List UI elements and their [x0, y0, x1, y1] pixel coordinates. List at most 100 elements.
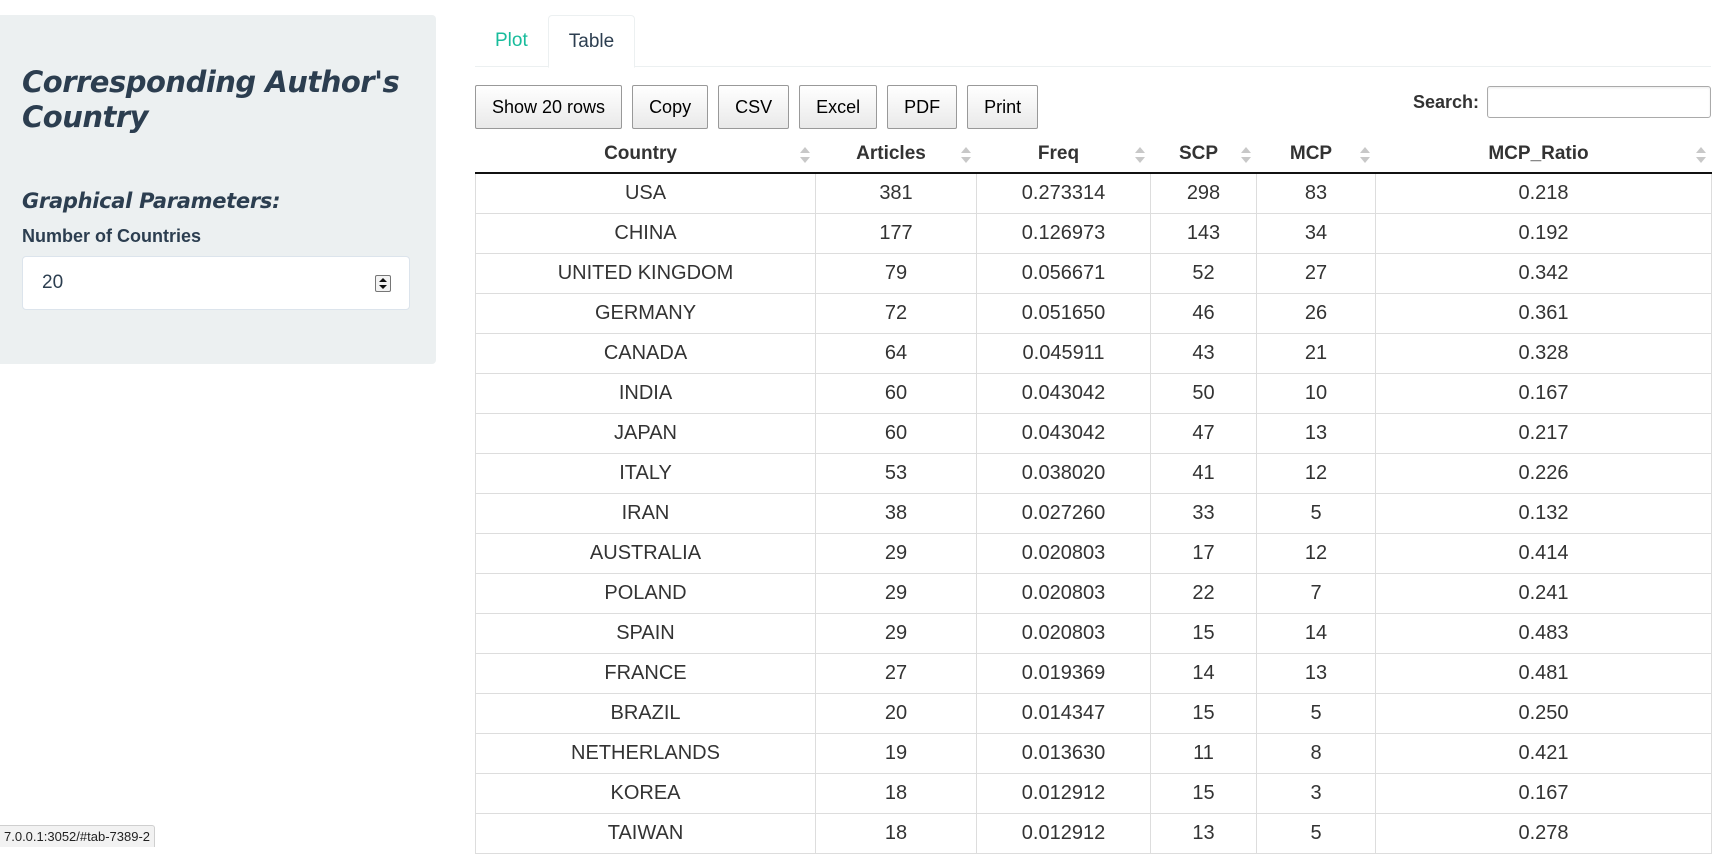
table-cell: 14 [1150, 653, 1257, 694]
table-cell: 0.167 [1375, 773, 1712, 814]
excel-button[interactable]: Excel [799, 85, 878, 129]
column-header-scp[interactable]: SCP [1150, 135, 1257, 174]
table-cell: KOREA [475, 773, 816, 814]
table-cell: 12 [1256, 453, 1376, 494]
table-cell: 8 [1256, 733, 1376, 774]
table-cell: INDIA [475, 373, 816, 414]
sidebar-panel: Corresponding Author's Country Graphical… [0, 15, 436, 364]
print-button[interactable]: Print [967, 85, 1039, 129]
search-input[interactable] [1487, 86, 1711, 118]
column-label: MCP_Ratio [1488, 142, 1589, 164]
table-cell: 10 [1256, 373, 1376, 414]
table-cell: CANADA [475, 333, 816, 374]
table-cell: 15 [1150, 773, 1257, 814]
tab-plot[interactable]: Plot [495, 30, 528, 51]
table-cell: 26 [1256, 293, 1376, 334]
table-cell: 83 [1256, 173, 1376, 214]
table-cell: 72 [815, 293, 977, 334]
table-cell: 143 [1150, 213, 1257, 254]
table-cell: 0.126973 [976, 213, 1151, 254]
pdf-button[interactable]: PDF [887, 85, 958, 129]
table-header-row: Country Articles Freq SCP MCP MCP_Ratio [475, 135, 1712, 174]
table-cell: 0.241 [1375, 573, 1712, 614]
table-cell: BRAZIL [475, 693, 816, 734]
table-cell: 0.012912 [976, 773, 1151, 814]
table-row: JAPAN 60 0.043042 47 13 0.217 [475, 413, 1712, 454]
column-header-articles[interactable]: Articles [815, 135, 977, 174]
table-cell: JAPAN [475, 413, 816, 454]
search-area: Search: [1413, 85, 1711, 119]
table-cell: 0.038020 [976, 453, 1151, 494]
column-header-freq[interactable]: Freq [976, 135, 1151, 174]
table-cell: 60 [815, 413, 977, 454]
table-cell: SPAIN [475, 613, 816, 654]
column-header-mcp[interactable]: MCP [1256, 135, 1376, 174]
status-bar-url: 7.0.0.1:3052/#tab-7389-2 [0, 825, 156, 847]
number-of-countries-input[interactable]: 20 [22, 256, 410, 310]
table-cell: 50 [1150, 373, 1257, 414]
search-label: Search: [1412, 91, 1479, 112]
table-body: USA 381 0.273314 298 83 0.218 CHINA 177 0.126973… [475, 173, 1712, 854]
table-row: POLAND 29 0.020803 22 7 0.241 [475, 573, 1712, 614]
table-row: INDIA 60 0.043042 50 10 0.167 [475, 373, 1712, 414]
table-cell: 0.414 [1375, 533, 1712, 574]
table-cell: AUSTRALIA [475, 533, 816, 574]
table-cell: 177 [815, 213, 977, 254]
table-cell: 46 [1150, 293, 1257, 334]
table-cell: 41 [1150, 453, 1257, 494]
table-cell: 5 [1256, 693, 1376, 734]
number-of-countries-value: 20 [42, 272, 64, 293]
table-cell: 0.192 [1375, 213, 1712, 254]
copy-button[interactable]: Copy [632, 85, 709, 129]
csv-button[interactable]: CSV [718, 85, 790, 129]
table-cell: 0.043042 [976, 373, 1151, 414]
tab-table[interactable]: Table [547, 15, 636, 68]
table-row: TAIWAN 18 0.012912 13 5 0.278 [475, 813, 1712, 854]
table-cell: 11 [1150, 733, 1257, 774]
column-header-country[interactable]: Country [475, 135, 816, 174]
table-cell: 3 [1256, 773, 1376, 814]
table-cell: 0.020803 [976, 613, 1151, 654]
table-cell: 38 [815, 493, 977, 534]
table-cell: 22 [1150, 573, 1257, 614]
number-spinner-icon[interactable] [375, 275, 391, 292]
table-row: UNITED KINGDOM 79 0.056671 52 27 0.342 [475, 253, 1712, 294]
table-cell: 0.361 [1375, 293, 1712, 334]
table-cell: 18 [815, 773, 977, 814]
table-cell: 0.014347 [976, 693, 1151, 734]
table-cell: 0.012912 [976, 813, 1151, 854]
table-cell: 53 [815, 453, 977, 494]
table-cell: 0.132 [1375, 493, 1712, 534]
table-row: SPAIN 29 0.020803 15 14 0.483 [475, 613, 1712, 654]
table-row: GERMANY 72 0.051650 46 26 0.361 [475, 293, 1712, 334]
table-row: KOREA 18 0.012912 15 3 0.167 [475, 773, 1712, 814]
table-cell: 5 [1256, 813, 1376, 854]
table-cell: GERMANY [475, 293, 816, 334]
table-cell: 0.342 [1375, 253, 1712, 294]
table-cell: ITALY [475, 453, 816, 494]
table-cell: 0.250 [1375, 693, 1712, 734]
table-cell: 20 [815, 693, 977, 734]
table-cell: 0.421 [1375, 733, 1712, 774]
table-cell: 13 [1256, 653, 1376, 694]
table-cell: NETHERLANDS [475, 733, 816, 774]
table-row: ITALY 53 0.038020 41 12 0.226 [475, 453, 1712, 494]
column-label: Country [604, 142, 677, 164]
table-cell: 27 [1256, 253, 1376, 294]
table-cell: 0.483 [1375, 613, 1712, 654]
table-cell: 64 [815, 333, 977, 374]
table-cell: UNITED KINGDOM [475, 253, 816, 294]
table-cell: 0.278 [1375, 813, 1712, 854]
table-cell: 0.019369 [976, 653, 1151, 694]
table-cell: 0.217 [1375, 413, 1712, 454]
table-cell: 29 [815, 613, 977, 654]
column-header-mcp-ratio[interactable]: MCP_Ratio [1375, 135, 1712, 174]
table-cell: CHINA [475, 213, 816, 254]
table-cell: 52 [1150, 253, 1257, 294]
table-cell: 298 [1150, 173, 1257, 214]
table-row: CHINA 177 0.126973 143 34 0.192 [475, 213, 1712, 254]
tab-bar: Plot Table [475, 15, 1711, 68]
show-rows-button[interactable]: Show 20 rows [475, 85, 623, 129]
table-cell: 0.167 [1375, 373, 1712, 414]
table-row: CANADA 64 0.045911 43 21 0.328 [475, 333, 1712, 374]
